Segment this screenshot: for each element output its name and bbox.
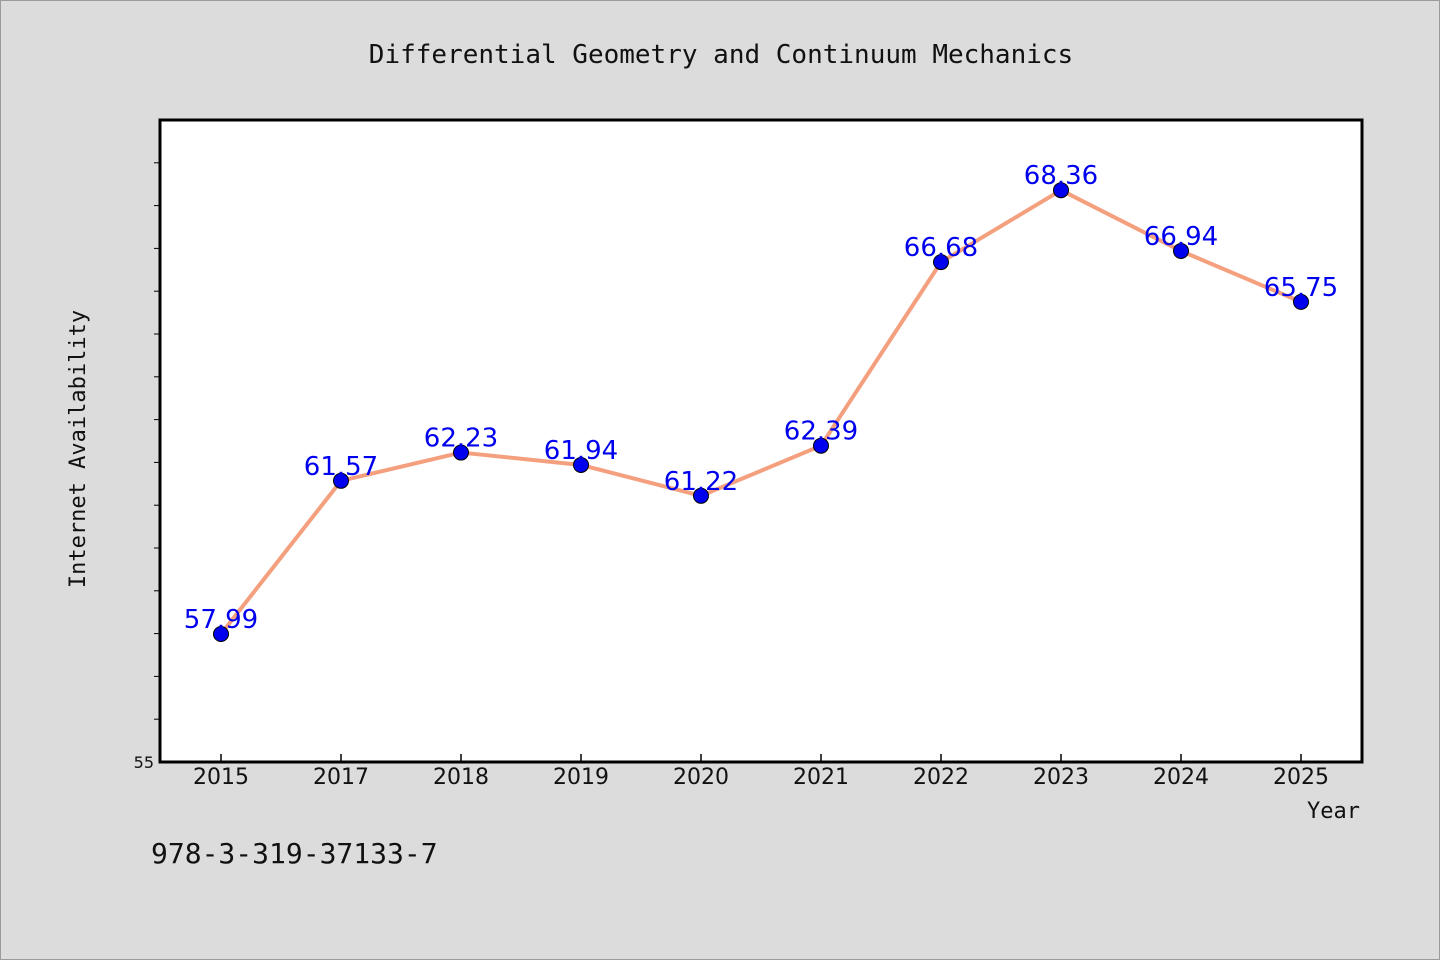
data-point	[453, 444, 469, 461]
data-points	[213, 182, 1309, 643]
x-tick-label: 2023	[1033, 765, 1089, 790]
plot-area	[158, 118, 1364, 764]
x-axis-label: Year	[1307, 799, 1360, 824]
data-point	[813, 437, 829, 454]
data-label: 62.39	[784, 417, 858, 447]
data-point	[573, 456, 589, 473]
series-line	[219, 188, 1302, 636]
data-point	[1173, 242, 1189, 259]
x-tick-label: 2021	[793, 765, 849, 790]
data-point	[1053, 182, 1069, 199]
data-label: 61.22	[664, 467, 738, 497]
x-tick-label: 2020	[673, 765, 729, 790]
data-point	[933, 254, 949, 271]
data-label: 65.75	[1264, 273, 1338, 303]
data-point	[693, 487, 709, 504]
chart-title: Differential Geometry and Continuum Mech…	[369, 40, 1073, 70]
x-tick-label: 2017	[313, 765, 369, 790]
series-line-group	[219, 188, 1302, 636]
y-axis-label: Internet Availability	[66, 310, 91, 588]
data-label: 62.23	[424, 424, 498, 454]
data-point	[1293, 293, 1309, 310]
x-tick-label: 2025	[1273, 765, 1329, 790]
data-point	[333, 472, 349, 489]
data-point	[213, 626, 229, 643]
x-tick-label: 2022	[913, 765, 969, 790]
y-tick-label: 55	[134, 753, 154, 772]
data-label: 61.57	[304, 452, 378, 482]
data-label: 66.68	[904, 233, 978, 263]
x-tick-label: 2018	[433, 765, 489, 790]
data-label: 66.94	[1144, 222, 1218, 252]
x-tick-label: 2015	[193, 765, 249, 790]
data-labels: 57.99 61.57 62.23 61.94 61.22 62.39 66.68 68.36…	[184, 161, 1338, 635]
y-axis-ticks: 55	[134, 162, 160, 772]
data-label: 57.99	[184, 605, 258, 635]
data-label: 68.36	[1024, 161, 1098, 191]
x-axis-ticks: 2015 2017 2018 2019 2020 2021 2022 2023 2024 2025	[193, 754, 1329, 790]
x-tick-label: 2024	[1153, 765, 1209, 790]
data-label: 61.94	[544, 436, 618, 466]
isbn-note: 978-3-319-37133-7	[151, 837, 438, 870]
x-tick-label: 2019	[553, 765, 609, 790]
